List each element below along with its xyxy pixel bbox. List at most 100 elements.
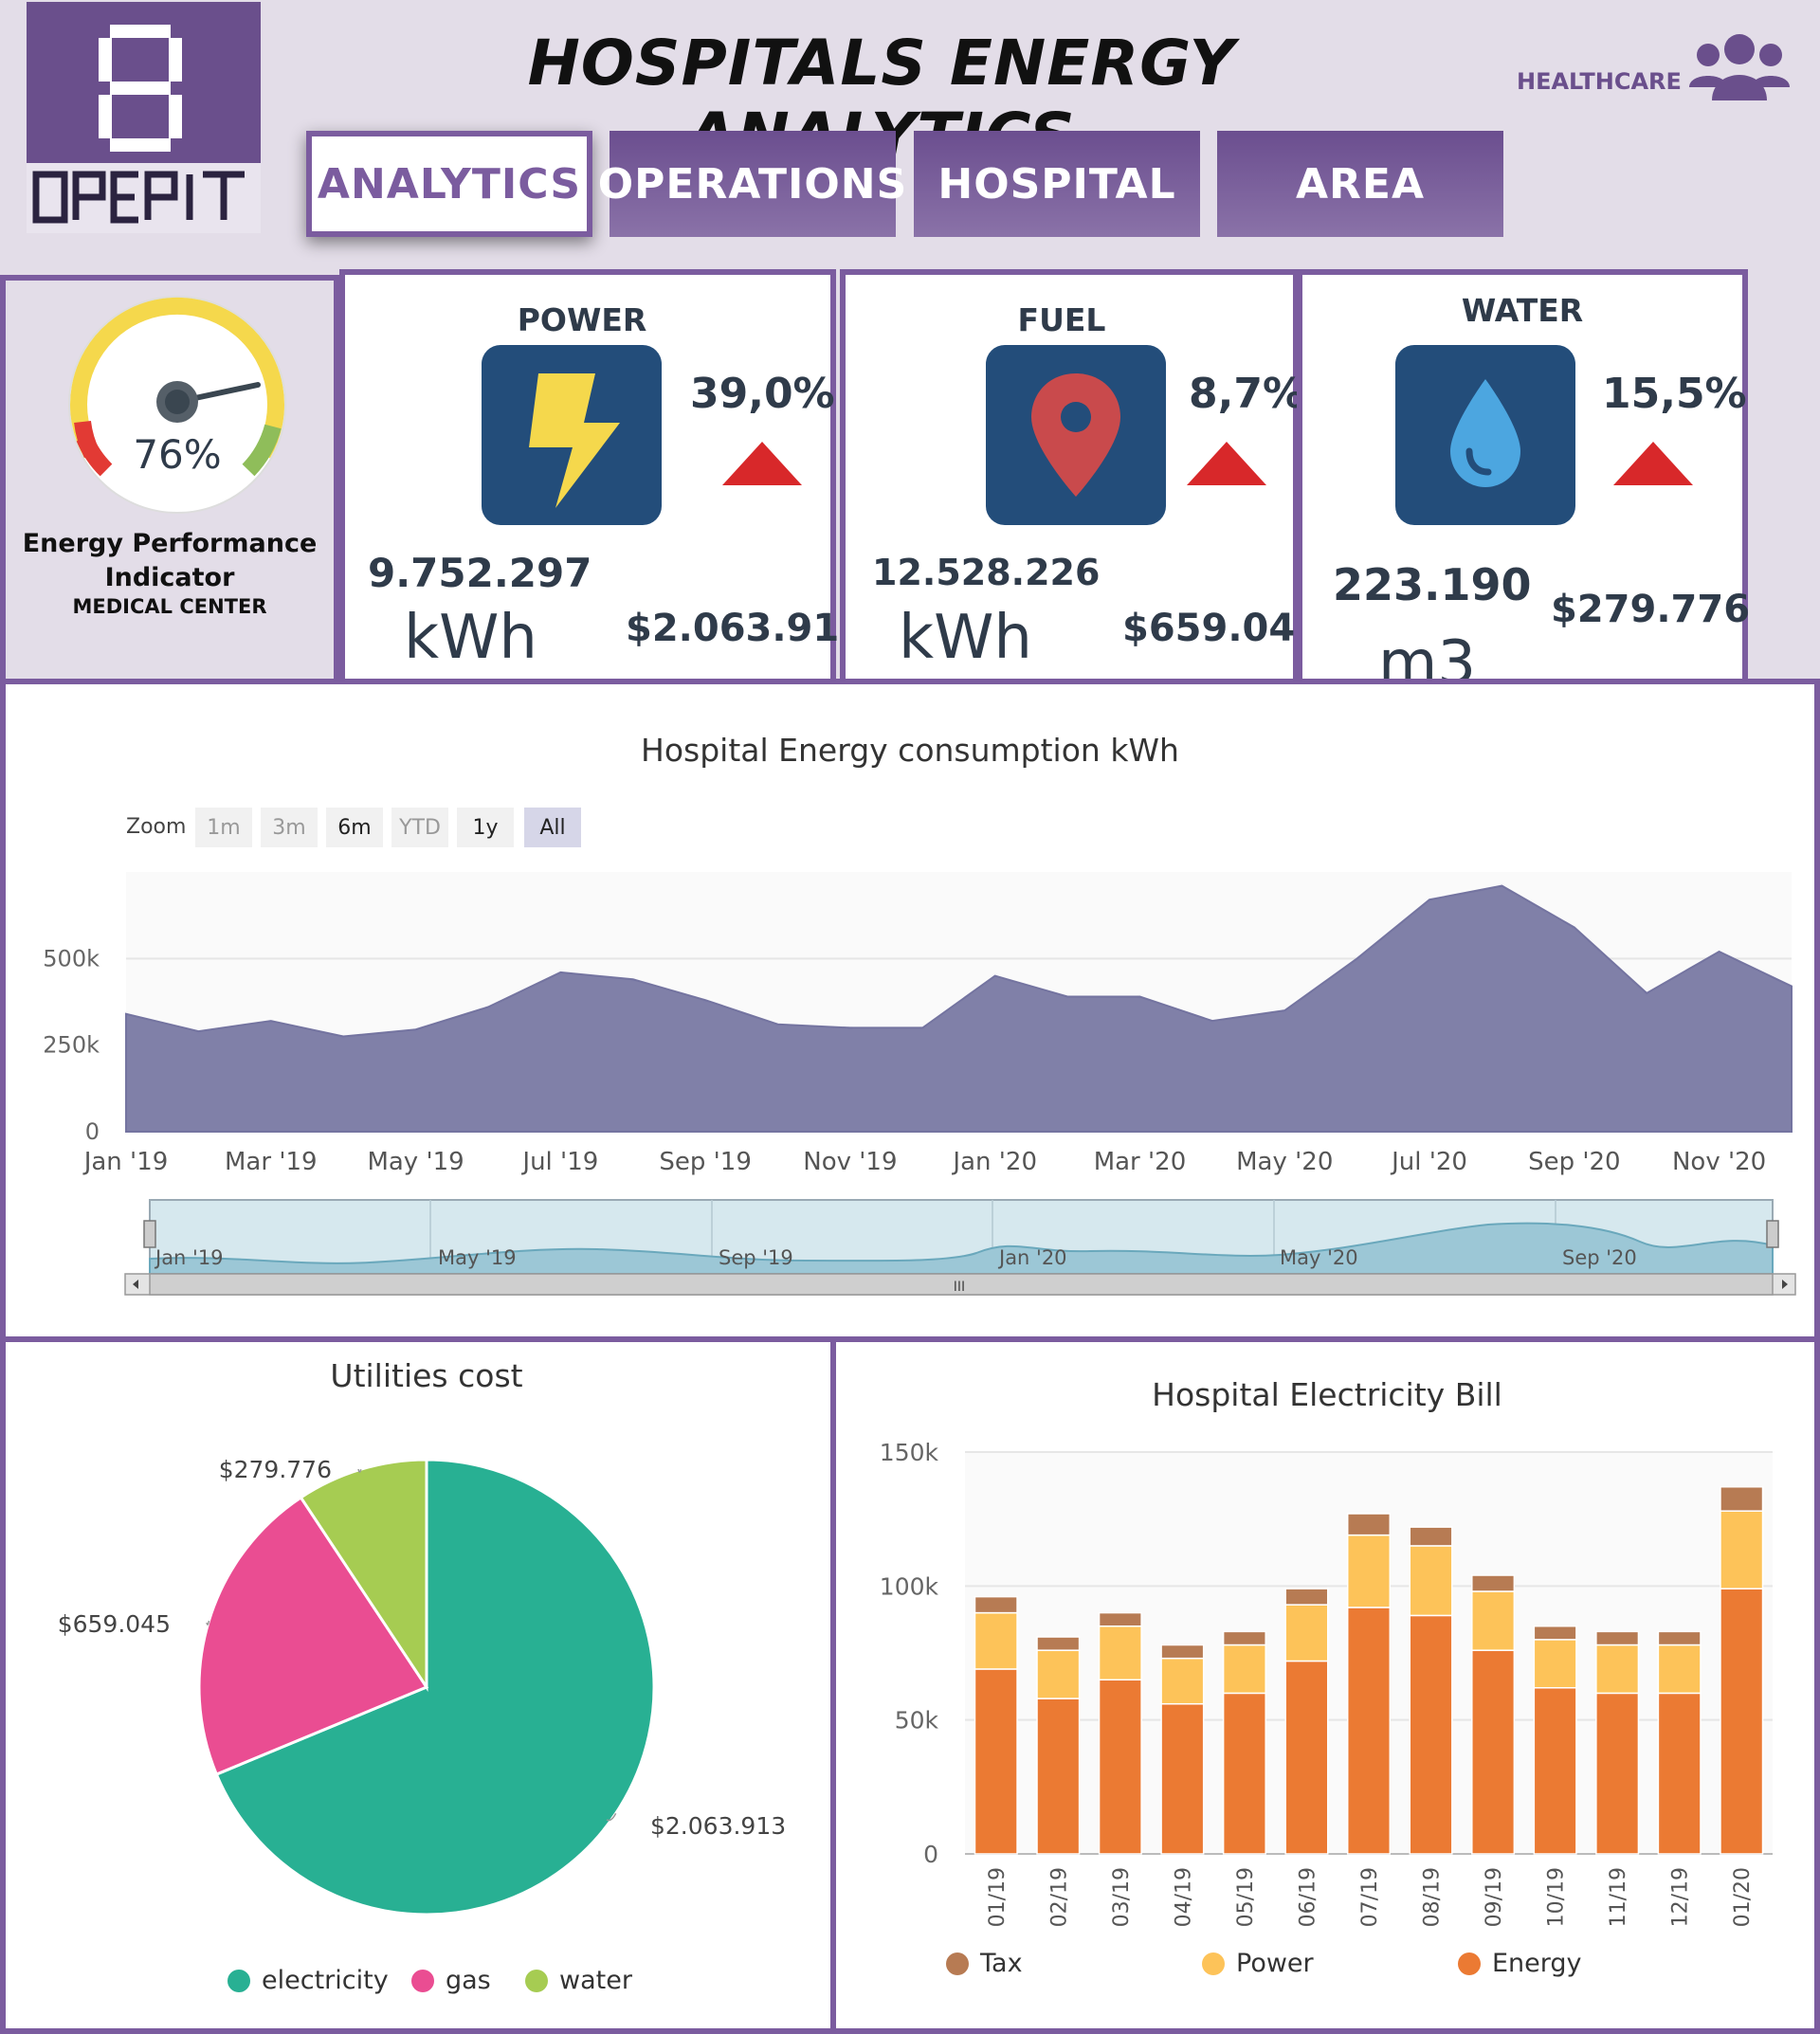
gauge-sublabel: MEDICAL CENTER: [72, 595, 267, 618]
electricity-bill-bar-chart[interactable]: 0 50k 100k 150k 01/19 02/19 03/19 04/19 05/19 06/…: [834, 1422, 1814, 1934]
zoom-1y-button[interactable]: 1y: [457, 808, 514, 847]
zoom-ytd-button[interactable]: YTD: [391, 808, 448, 847]
x-tick-label: 02/19: [1047, 1867, 1071, 1927]
legend-power[interactable]: Power: [1202, 1949, 1314, 1978]
legend-dot: [525, 1969, 548, 1992]
kpi-fuel-card[interactable]: FUEL 8,7% 12.528.226 kWh $659.045: [840, 269, 1321, 684]
tab-operations[interactable]: OPERATIONS: [598, 131, 906, 237]
navigator-label: May '20: [1280, 1246, 1358, 1269]
trend-up-icon: [722, 442, 802, 485]
kpi-icon-box: [1395, 345, 1575, 525]
bar-energy: [1657, 1692, 1702, 1855]
navigator-right-handle[interactable]: [1766, 1220, 1779, 1248]
bar-tax: [1409, 1526, 1453, 1547]
kpi-power-card[interactable]: POWER 39,0% 9.752.297 kWh $2.063.913: [339, 269, 865, 684]
bar-power: [974, 1611, 1018, 1670]
data-point: [1137, 994, 1142, 1000]
y-tick-label: 250k: [43, 1032, 100, 1059]
kpi-percent: 39,0%: [690, 370, 835, 418]
kpi-icon-box: [482, 345, 662, 525]
pie-slice-electricity: [214, 1458, 656, 1916]
legend-label: Tax: [980, 1949, 1023, 1978]
data-point: [195, 1028, 201, 1034]
x-tick-label: Jan '19: [82, 1148, 169, 1175]
x-tick-label: 01/19: [986, 1867, 1010, 1927]
navigator-label: May '19: [438, 1246, 517, 1269]
bar-energy: [1222, 1692, 1266, 1855]
navigator-label: Sep '19: [719, 1246, 793, 1269]
tab-area[interactable]: AREA: [1217, 131, 1503, 237]
pie-data-label: $279.776: [219, 1456, 332, 1483]
legend-label: Energy: [1492, 1949, 1582, 1978]
utilities-pie-chart[interactable]: $2.063.913 $659.045 $279.776: [0, 1403, 836, 1952]
bar-power: [1533, 1639, 1577, 1689]
kpi-quantity: 12.528.226: [872, 552, 1101, 593]
bar-energy: [1533, 1686, 1577, 1855]
y-tick-label: 0: [923, 1841, 938, 1868]
seven-segment-digit-icon: [99, 25, 182, 152]
legend-energy[interactable]: Energy: [1458, 1949, 1582, 1978]
operit-wordmark: [32, 171, 245, 224]
legend-dot: [228, 1969, 250, 1992]
y-tick-label: 150k: [880, 1439, 939, 1466]
legend-dot: [1202, 1952, 1225, 1975]
legend-water[interactable]: water: [525, 1966, 632, 1995]
data-point: [1499, 883, 1504, 889]
pie-data-label: $659.045: [58, 1610, 171, 1638]
kpi-unit: m3: [1378, 628, 1477, 679]
zoom-label: Zoom: [126, 815, 187, 839]
data-point: [413, 1026, 419, 1032]
navigator-left-handle[interactable]: [143, 1220, 156, 1248]
data-point: [630, 976, 636, 982]
x-tick-label: Jul '20: [1390, 1148, 1467, 1175]
scroll-left-arrow-icon[interactable]: [133, 1280, 138, 1289]
data-point: [123, 1011, 129, 1017]
data-point: [992, 973, 998, 979]
brand-logo[interactable]: [27, 2, 261, 233]
bar-energy: [1346, 1607, 1392, 1855]
bar-energy: [1595, 1692, 1640, 1855]
data-point: [268, 1018, 274, 1024]
bar-energy: [1720, 1588, 1764, 1855]
legend-gas[interactable]: gas: [411, 1966, 491, 1995]
zoom-1m-button[interactable]: 1m: [195, 808, 252, 847]
x-tick-label: 01/20: [1731, 1867, 1755, 1927]
tab-analytics[interactable]: ANALYTICS: [306, 131, 592, 237]
users-group-icon[interactable]: [1687, 34, 1792, 102]
data-point: [702, 997, 708, 1003]
legend-tax[interactable]: Tax: [946, 1949, 1023, 1978]
scroll-right-arrow-icon[interactable]: [1782, 1280, 1788, 1289]
kpi-cost: $2.063.913: [626, 607, 866, 650]
zoom-6m-button[interactable]: 6m: [326, 808, 383, 847]
x-tick-label: Mar '19: [225, 1148, 318, 1175]
kpi-unit: kWh: [404, 603, 537, 673]
zoom-3m-button[interactable]: 3m: [261, 808, 318, 847]
kpi-title: FUEL: [1017, 301, 1106, 338]
navigator-label: Jan '20: [997, 1246, 1067, 1269]
data-point: [1427, 897, 1432, 902]
bar-chart-title: Hospital Electricity Bill: [1152, 1376, 1502, 1413]
data-point: [919, 1025, 925, 1030]
pie-data-label: $2.063.913: [650, 1812, 786, 1840]
chart-navigator[interactable]: Jan '19 May '19 Sep '19 Jan '20 May '20 …: [123, 1196, 1797, 1298]
data-point: [557, 970, 563, 975]
tab-hospital[interactable]: HOSPITAL: [914, 131, 1200, 237]
zoom-all-button[interactable]: All: [524, 808, 581, 847]
legend-dot: [411, 1969, 434, 1992]
data-point: [775, 1022, 781, 1027]
kpi-water-card[interactable]: WATER 15,5% 223.190 m3 $279.776: [1297, 269, 1750, 684]
legend-electricity[interactable]: electricity: [228, 1966, 389, 1995]
energy-area-chart[interactable]: 0 250k 500k Jan '19 Mar '19 May '19 Jul '19 Sep…: [0, 853, 1820, 1175]
pie-connector: [357, 1468, 362, 1473]
legend-label: Power: [1236, 1949, 1314, 1978]
kpi-unit: kWh: [899, 603, 1032, 673]
bar-energy: [1409, 1614, 1453, 1855]
legend-label: gas: [446, 1966, 491, 1995]
y-tick-label: 100k: [880, 1572, 939, 1600]
bar-power: [1595, 1644, 1640, 1695]
y-tick-label: 0: [85, 1118, 100, 1145]
x-tick-label: Sep '19: [659, 1148, 752, 1175]
navigator-label: Sep '20: [1562, 1246, 1637, 1269]
kpi-icon-box: [986, 345, 1166, 525]
navigator-scrollbar-thumb[interactable]: [149, 1273, 1774, 1296]
